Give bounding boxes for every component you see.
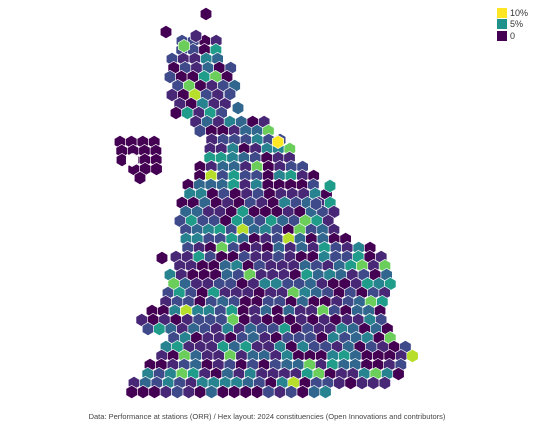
constituency-hex (205, 385, 218, 399)
data-credit: Data: Performance at stations (ORR) / He… (88, 412, 446, 421)
constituency-hex (327, 223, 340, 237)
constituency-hex (308, 385, 321, 399)
constituency-hex (133, 171, 147, 185)
constituency-hex (153, 322, 166, 336)
constituency-hex (344, 376, 357, 390)
constituency-hex (364, 241, 377, 255)
constituency-hex (392, 367, 405, 381)
constituency-hex (159, 25, 173, 39)
constituency-hex (367, 376, 380, 390)
constituency-hex (239, 385, 252, 399)
constituency-hex (307, 169, 320, 183)
constituency-hex (273, 385, 286, 399)
constituency-hex (155, 251, 169, 265)
constituency-hex (159, 385, 172, 399)
legend-item-5: 5% (497, 19, 528, 30)
island-gap (125, 153, 139, 167)
constituency-hex (283, 142, 296, 156)
constituency-hex (355, 376, 369, 390)
legend-swatch-5 (497, 19, 507, 29)
constituency-hex (148, 385, 161, 399)
constituency-hex (378, 376, 391, 390)
constituency-hex (177, 39, 191, 53)
constituency-hex (223, 87, 237, 101)
constituency-hex (149, 144, 162, 158)
constituency-hex (323, 179, 337, 193)
constituency-hex (141, 322, 155, 336)
constituency-hex (296, 160, 309, 174)
constituency-hex (319, 385, 332, 399)
constituency-hex (137, 385, 150, 399)
legend-label-0: 0 (510, 30, 516, 41)
constituency-hex (251, 385, 264, 399)
constituency-hex (296, 385, 309, 399)
constituency-hex (193, 124, 207, 138)
constituency-hex (262, 124, 275, 138)
constituency-hex (262, 385, 275, 399)
constituency-hex (309, 197, 323, 211)
legend-swatch-0 (497, 30, 507, 41)
constituency-hex (150, 153, 163, 167)
constituency-hex (210, 34, 223, 48)
legend-swatch-10 (497, 7, 507, 18)
constituency-hex (194, 385, 207, 399)
legend-item-10: 10% (497, 7, 528, 18)
legend-label-5: 5% (510, 19, 524, 29)
constituency-hex (333, 376, 346, 390)
legend-item-0: 0 (497, 30, 528, 41)
legend: 10% 5% 0 (497, 7, 528, 42)
constituency-hex (125, 385, 138, 399)
constituency-hex (182, 385, 195, 399)
constituency-hex (285, 385, 298, 399)
constituency-hex (216, 385, 229, 399)
constituency-hex (171, 385, 184, 399)
constituency-hex (231, 101, 245, 115)
constituency-hex (189, 29, 203, 43)
constituency-hex (228, 385, 241, 399)
constituency-hex (169, 106, 183, 120)
constituency-hex (199, 7, 213, 21)
constituency-hex (406, 349, 419, 363)
legend-label-10: 10% (510, 7, 529, 18)
constituency-hex (271, 135, 285, 149)
constituency-hex (150, 162, 163, 176)
